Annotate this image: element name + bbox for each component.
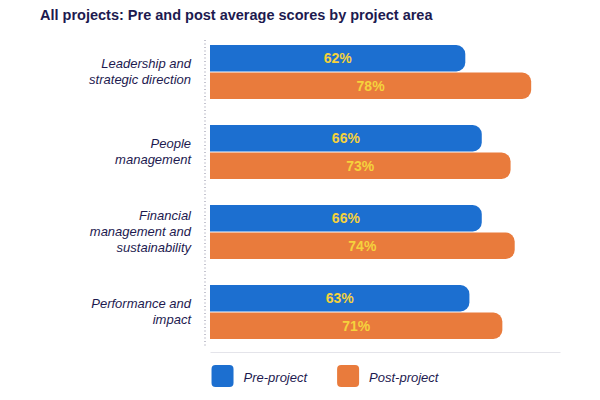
legend-item: Pre-project [212,365,309,387]
category-label-line: Leadership and [101,56,191,71]
y-axis-line [205,40,206,346]
chart: All projects: Pre and post average score… [0,0,600,400]
bar [210,205,482,231]
y-tick: Performance andimpact [91,296,205,327]
data-label: 71% [342,318,371,334]
category-label-line: impact [153,312,193,327]
data-label: 66% [332,210,361,226]
data-label: 73% [346,158,375,174]
x-axis-line [211,352,561,353]
category-label-line: management [115,152,192,167]
data-label: 78% [357,78,386,94]
legend: Pre-project Post-project [212,365,440,387]
bar [210,313,502,339]
category-label-line: Financial [139,208,192,223]
bar [210,45,465,71]
bar [210,233,515,259]
category-label-line: Performance and [91,296,191,311]
data-label: 66% [332,130,361,146]
category-label: Performance andimpact [91,296,192,327]
data-labels: 62% 66% 66% 63% 78% 73% 74% 71% [324,50,386,333]
bar [210,73,531,99]
category-label-line: People [151,136,191,151]
x-axis [211,352,561,353]
data-label: 74% [348,238,377,254]
category-label: Financialmanagement andsustainability [90,208,193,256]
legend-swatch [337,365,359,387]
category-label-line: management and [90,224,192,239]
legend-label: Pre-project [244,370,309,385]
bar [210,125,482,151]
bar [210,285,469,311]
y-axis: Leadership andstrategic directionPeoplem… [89,40,205,346]
bars [210,45,531,339]
y-tick: Leadership andstrategic direction [89,56,205,87]
category-label: Leadership andstrategic direction [89,56,192,87]
data-label: 63% [326,290,355,306]
category-label-line: sustainability [117,240,193,255]
legend-label: Post-project [369,370,440,385]
legend-item: Post-project [337,365,440,387]
legend-swatch [212,365,234,387]
y-tick: Financialmanagement andsustainability [90,208,205,256]
data-label: 62% [324,50,353,66]
bar [210,153,511,179]
category-label: Peoplemanagement [115,136,192,167]
y-tick: Peoplemanagement [115,136,205,167]
category-label-line: strategic direction [89,72,191,87]
title: All projects: Pre and post average score… [40,7,433,23]
